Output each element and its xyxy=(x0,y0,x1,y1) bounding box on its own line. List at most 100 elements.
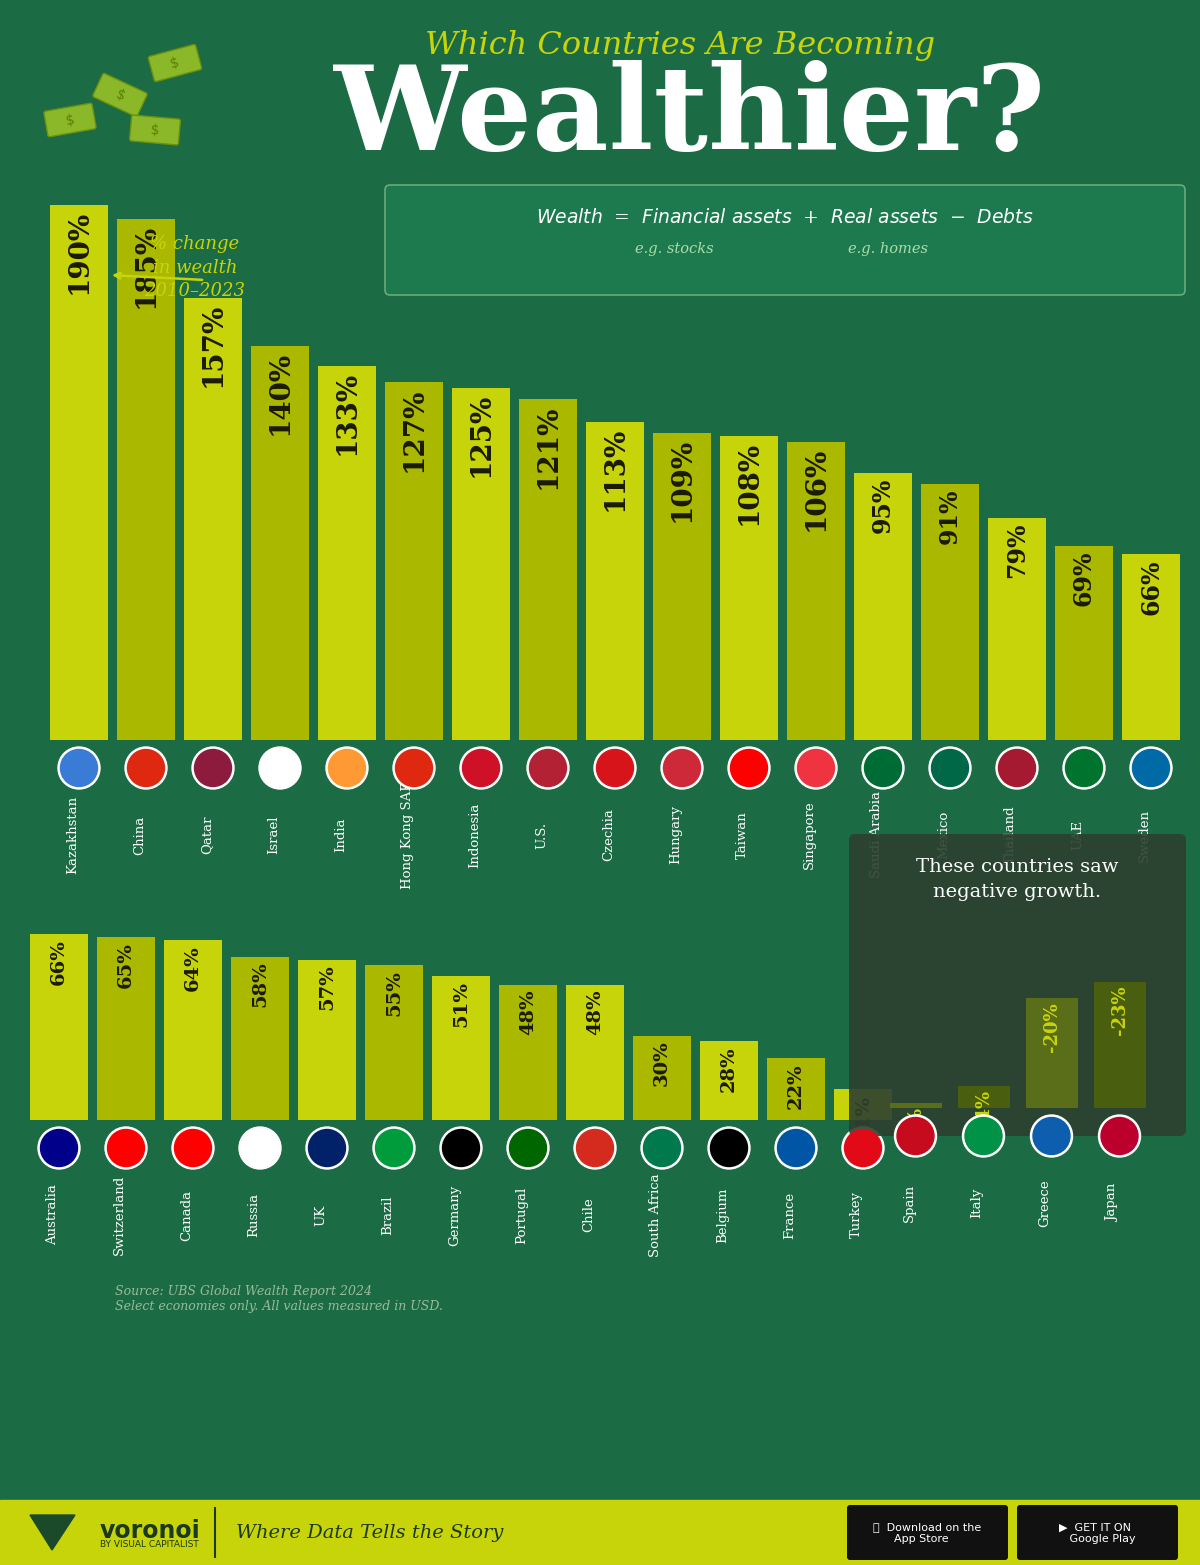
Text: BY VISUAL CAPITALIST: BY VISUAL CAPITALIST xyxy=(100,1540,199,1549)
Text: 30%: 30% xyxy=(653,1041,671,1086)
FancyBboxPatch shape xyxy=(834,1089,892,1121)
Circle shape xyxy=(58,747,100,789)
Circle shape xyxy=(376,1130,413,1166)
Text: Thailand: Thailand xyxy=(1004,806,1018,864)
Text: 125%: 125% xyxy=(468,393,494,477)
Text: Italy: Italy xyxy=(971,1188,984,1218)
Text: Switzerland: Switzerland xyxy=(113,1175,126,1255)
Circle shape xyxy=(440,1127,482,1169)
FancyBboxPatch shape xyxy=(1055,546,1114,740)
FancyBboxPatch shape xyxy=(566,984,624,1121)
Text: Mexico: Mexico xyxy=(937,811,950,859)
Text: 113%: 113% xyxy=(601,427,629,512)
Circle shape xyxy=(775,1127,817,1169)
Text: Portugal: Portugal xyxy=(515,1186,528,1244)
Text: -4%: -4% xyxy=(974,1089,992,1127)
Circle shape xyxy=(460,747,502,789)
FancyBboxPatch shape xyxy=(230,956,289,1121)
Text: % change
in wealth
2010–2023: % change in wealth 2010–2023 xyxy=(144,235,246,300)
FancyBboxPatch shape xyxy=(520,399,577,740)
Circle shape xyxy=(996,747,1038,789)
Text: voronoi: voronoi xyxy=(100,1520,200,1543)
Text: 51%: 51% xyxy=(452,981,470,1027)
Text: -1%: -1% xyxy=(906,1106,924,1144)
Circle shape xyxy=(798,750,834,787)
FancyBboxPatch shape xyxy=(653,434,710,740)
FancyBboxPatch shape xyxy=(118,219,175,740)
Text: Singapore: Singapore xyxy=(803,801,816,869)
FancyBboxPatch shape xyxy=(452,388,510,740)
Circle shape xyxy=(510,1130,546,1166)
Text: 66%: 66% xyxy=(50,939,68,984)
Text: Russia: Russia xyxy=(247,1193,260,1236)
FancyBboxPatch shape xyxy=(130,116,180,146)
Text: UAE: UAE xyxy=(1072,820,1084,850)
Text: Hungary: Hungary xyxy=(670,806,682,864)
Text: 127%: 127% xyxy=(401,388,427,471)
FancyBboxPatch shape xyxy=(634,1036,691,1121)
FancyBboxPatch shape xyxy=(424,247,476,283)
Circle shape xyxy=(41,1130,78,1166)
Circle shape xyxy=(38,1127,80,1169)
Circle shape xyxy=(1031,1114,1073,1157)
Circle shape xyxy=(962,1114,1004,1157)
Circle shape xyxy=(174,1130,211,1166)
Text: 28%: 28% xyxy=(720,1045,738,1092)
FancyBboxPatch shape xyxy=(184,297,242,740)
Circle shape xyxy=(965,1117,1002,1155)
FancyBboxPatch shape xyxy=(720,437,778,740)
Circle shape xyxy=(306,1127,348,1169)
FancyBboxPatch shape xyxy=(385,185,1186,294)
Text: Spain: Spain xyxy=(902,1185,916,1222)
FancyBboxPatch shape xyxy=(97,937,155,1121)
FancyBboxPatch shape xyxy=(149,44,202,81)
FancyBboxPatch shape xyxy=(432,977,490,1121)
Text: 95%: 95% xyxy=(871,477,895,532)
Text: Germany: Germany xyxy=(448,1185,461,1246)
Text: China: China xyxy=(133,815,146,854)
Circle shape xyxy=(1033,1117,1070,1155)
Circle shape xyxy=(929,747,971,789)
Circle shape xyxy=(125,747,167,789)
Text: 57%: 57% xyxy=(318,964,336,1011)
Circle shape xyxy=(796,747,838,789)
Text: Where Data Tells the Story: Where Data Tells the Story xyxy=(236,1524,504,1542)
Text: Sweden: Sweden xyxy=(1138,809,1151,861)
Circle shape xyxy=(708,1127,750,1169)
Text: Japan: Japan xyxy=(1106,1183,1120,1222)
Text: 133%: 133% xyxy=(334,371,360,454)
FancyBboxPatch shape xyxy=(499,984,557,1121)
Text: 48%: 48% xyxy=(520,989,538,1036)
Text: 🍎  Download on the
      App Store: 🍎 Download on the App Store xyxy=(872,1523,982,1543)
Text: 66%: 66% xyxy=(1139,559,1163,615)
Circle shape xyxy=(1098,1114,1140,1157)
FancyBboxPatch shape xyxy=(30,934,88,1121)
FancyBboxPatch shape xyxy=(50,205,108,740)
Text: $: $ xyxy=(444,257,456,272)
Circle shape xyxy=(664,750,701,787)
Text: 109%: 109% xyxy=(668,438,696,523)
Text: 121%: 121% xyxy=(534,404,562,488)
Circle shape xyxy=(898,1117,934,1155)
FancyBboxPatch shape xyxy=(298,959,356,1121)
Text: UK: UK xyxy=(314,1205,326,1225)
FancyBboxPatch shape xyxy=(318,366,376,740)
Circle shape xyxy=(574,1127,616,1169)
FancyBboxPatch shape xyxy=(850,834,1186,1136)
Text: 108%: 108% xyxy=(736,441,762,524)
FancyBboxPatch shape xyxy=(1018,1506,1178,1560)
Circle shape xyxy=(326,747,368,789)
Circle shape xyxy=(661,747,703,789)
Circle shape xyxy=(239,1127,281,1169)
Polygon shape xyxy=(30,1515,74,1549)
Text: $: $ xyxy=(113,86,127,103)
Circle shape xyxy=(329,750,366,787)
FancyBboxPatch shape xyxy=(44,103,96,136)
Text: Taiwan: Taiwan xyxy=(736,811,749,859)
Circle shape xyxy=(1066,750,1103,787)
Circle shape xyxy=(1102,1117,1138,1155)
Circle shape xyxy=(894,1114,936,1157)
Text: 65%: 65% xyxy=(118,942,134,988)
Text: e.g. homes: e.g. homes xyxy=(847,243,928,257)
FancyBboxPatch shape xyxy=(889,1102,942,1108)
